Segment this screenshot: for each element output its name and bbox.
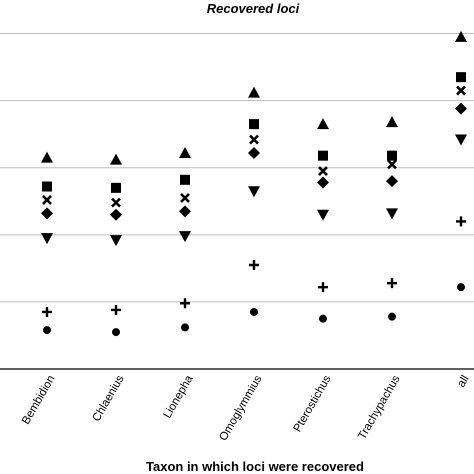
data-point-triangle-up: [248, 86, 260, 98]
data-point-circle: [319, 314, 327, 323]
data-point-triangle-down: [41, 233, 53, 245]
x-tick-labels: Bembidion Chlaenius Lionepha Omoglymmius Pte…: [20, 373, 472, 443]
x-tick-label: Bembidion: [20, 374, 58, 427]
x-tick-label: Pterostichus: [292, 373, 334, 434]
x-axis-label: Taxon in which loci were recovered: [146, 459, 364, 474]
data-point-circle: [181, 323, 189, 332]
data-point-square: [180, 174, 190, 185]
data-point-triangle-down: [110, 235, 122, 247]
data-point-circle: [112, 328, 120, 337]
data-point-x: [111, 197, 121, 208]
data-point-circle: [457, 283, 465, 292]
data-point-square: [387, 150, 397, 161]
data-point-triangle-up: [455, 30, 467, 42]
data-point-diamond: [248, 146, 260, 159]
data-point-x: [249, 134, 259, 145]
data-point-plus: [180, 298, 190, 309]
data-point-x: [180, 192, 190, 203]
data-point-triangle-up: [386, 116, 398, 128]
data-point-diamond: [386, 175, 398, 188]
data-point-square: [111, 182, 121, 193]
x-tick-label: Chlaenius: [91, 373, 127, 424]
data-point-x: [318, 166, 328, 177]
data-point-square: [456, 72, 466, 83]
data-point-circle: [388, 312, 396, 321]
data-markers: [41, 30, 467, 337]
data-point-circle: [250, 307, 258, 316]
data-point-square: [249, 119, 259, 130]
gridlines: [0, 33, 474, 370]
data-point-diamond: [455, 102, 467, 115]
data-point-plus: [111, 304, 121, 315]
data-point-plus: [456, 216, 466, 227]
data-point-triangle-down: [317, 209, 329, 221]
data-point-triangle-down: [386, 208, 398, 220]
x-tick-label: Trachypachus: [356, 373, 402, 441]
data-point-x: [456, 85, 466, 96]
data-point-diamond: [110, 208, 122, 221]
data-point-plus: [318, 282, 328, 293]
data-point-triangle-up: [110, 153, 122, 165]
data-point-triangle-down: [179, 231, 191, 243]
data-point-triangle-down: [455, 134, 467, 146]
x-tick-label: Omoglymmius: [217, 373, 264, 443]
data-point-diamond: [179, 205, 191, 218]
chart-title: Recovered loci: [207, 1, 300, 16]
data-point-diamond: [41, 207, 53, 220]
data-point-plus: [249, 260, 259, 271]
x-tick-label: all: [455, 374, 471, 390]
data-point-triangle-up: [41, 151, 53, 163]
data-point-x: [42, 195, 52, 205]
data-point-circle: [43, 326, 51, 335]
data-point-plus: [42, 306, 52, 317]
data-point-x: [387, 159, 397, 170]
data-point-plus: [387, 278, 397, 289]
x-tick-label: Lionepha: [162, 373, 196, 421]
data-point-triangle-up: [179, 146, 191, 158]
data-point-triangle-up: [317, 118, 329, 130]
data-point-diamond: [317, 176, 329, 189]
data-point-triangle-down: [248, 186, 260, 198]
data-point-square: [42, 181, 52, 192]
data-point-square: [318, 150, 328, 161]
